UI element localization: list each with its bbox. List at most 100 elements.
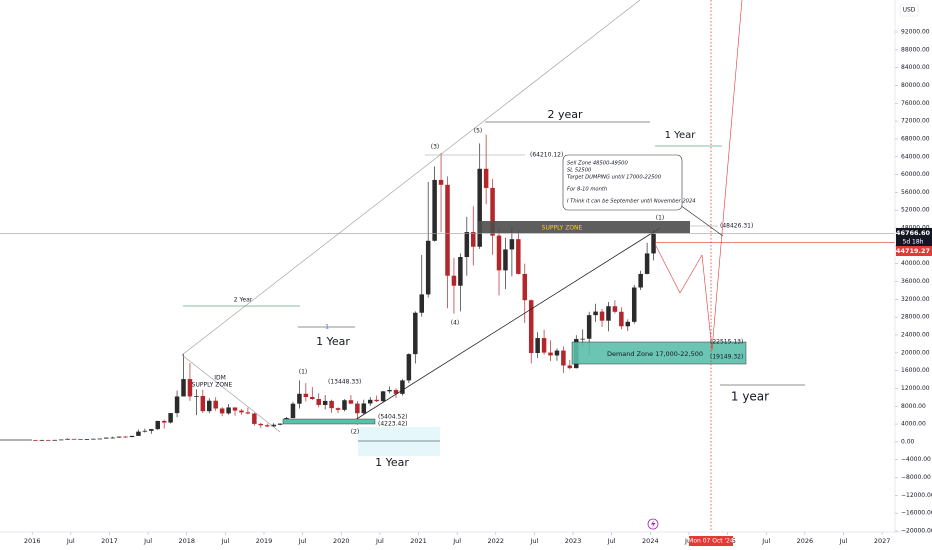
candle-body <box>245 412 251 414</box>
y-tick-label: −8000.00 <box>901 474 931 481</box>
candle-body <box>535 338 540 354</box>
candle-body <box>483 168 489 188</box>
x-tick-label: Jul <box>452 537 461 545</box>
x-tick-label: Jul <box>375 537 384 545</box>
year-box <box>358 427 440 456</box>
candle-body <box>316 398 321 405</box>
x-tick-label: Jul <box>220 537 229 545</box>
candle-body <box>367 399 373 404</box>
y-tick-label: 76000.00 <box>901 100 930 107</box>
candle-body <box>310 396 315 399</box>
candle-body <box>393 389 399 394</box>
x-tick-label: 2024 <box>642 537 659 545</box>
candle-body <box>252 413 257 424</box>
label: (22515.13) <box>710 339 743 346</box>
candle-body <box>200 396 206 412</box>
label: SUPPLY ZONE <box>192 382 233 389</box>
wave-label: (4) <box>451 320 460 327</box>
candle-body <box>33 439 38 441</box>
candle-body <box>425 240 431 295</box>
candle-body <box>161 420 167 423</box>
y-tick-label: 36000.00 <box>901 278 930 285</box>
candle-body <box>71 438 77 440</box>
candle-body <box>297 393 302 404</box>
candle-body <box>516 239 521 274</box>
candle-body <box>52 439 57 441</box>
projection <box>679 254 703 294</box>
candle-body <box>78 439 83 440</box>
candle-body <box>606 306 611 321</box>
candle-body <box>361 403 367 414</box>
candle-body <box>599 311 605 321</box>
candle-body <box>612 306 618 312</box>
y-tick-label: 84000.00 <box>901 64 930 71</box>
candle-body <box>355 403 360 414</box>
candle-body <box>580 338 585 340</box>
x-tick-label: 2027 <box>874 537 891 545</box>
label: 2 year <box>547 108 583 121</box>
x-tick-label: 2018 <box>178 537 195 545</box>
candle-body <box>187 379 193 397</box>
y-tick-label: −12000.00 <box>901 492 932 499</box>
y-tick-label: 28000.00 <box>901 314 930 321</box>
candle-body <box>490 187 495 236</box>
candle-body <box>522 273 528 301</box>
y-tick-label: 52000.00 <box>901 207 930 214</box>
note-line: For 8-10 month <box>567 187 607 193</box>
candle-body <box>142 430 148 432</box>
candle-body <box>496 235 502 271</box>
candle-body <box>290 403 296 419</box>
demand-zone <box>571 341 747 365</box>
label: (4223.42) <box>378 421 408 428</box>
y-tick-label: −4000.00 <box>901 456 931 463</box>
candle-body <box>451 275 457 286</box>
candle-body <box>438 179 444 185</box>
event-bolt <box>651 520 656 528</box>
x-tick-label: 2016 <box>24 537 41 545</box>
small-zone <box>282 418 376 425</box>
y-tick-label: 16000.00 <box>901 367 930 374</box>
label: (13448.33) <box>328 379 361 386</box>
prev-tag <box>896 246 932 256</box>
callout <box>679 204 724 237</box>
y-tick-label: 40000.00 <box>901 260 930 267</box>
note-line: SL 52500 <box>567 168 592 174</box>
y-tick-label: −16000.00 <box>901 510 932 517</box>
candle-body <box>406 354 412 381</box>
candle-body <box>631 287 637 322</box>
y-tick-label: 20000.00 <box>901 349 930 356</box>
candle-body <box>638 273 643 288</box>
candle-body <box>625 321 631 327</box>
wave-label: (1) <box>299 369 308 376</box>
candle-body <box>181 379 186 397</box>
candle-body <box>123 436 128 438</box>
candle-body <box>103 437 109 439</box>
y-tick-label: 32000.00 <box>901 296 930 303</box>
candle-body <box>194 396 199 397</box>
y-tick-label: 24000.00 <box>901 331 930 338</box>
candle-body <box>271 424 276 427</box>
y-tick-label: 56000.00 <box>901 189 930 196</box>
candle-body <box>419 294 424 313</box>
candle-body <box>644 253 650 274</box>
candle-body <box>413 312 418 355</box>
label: 1 <box>325 324 329 331</box>
x-tick-label: 2020 <box>333 537 350 545</box>
note-line: I Think it can be September until Novemb… <box>567 199 696 205</box>
candle-body <box>586 315 592 339</box>
candle-body <box>464 232 470 257</box>
down-line <box>181 354 281 433</box>
wave-label: (3) <box>431 144 440 151</box>
candle-body <box>213 400 218 409</box>
x-tick-label: 2019 <box>256 537 273 545</box>
candle-body <box>239 410 244 413</box>
trend-line <box>354 227 661 421</box>
y-tick-label: 8000.00 <box>901 403 926 410</box>
candle-body <box>471 232 476 247</box>
candle-body <box>155 420 161 430</box>
wave-label: (1) <box>656 215 665 222</box>
projection <box>711 0 743 351</box>
x-tick-label: Jul <box>298 537 307 545</box>
x-tick-label: Jul <box>143 537 152 545</box>
